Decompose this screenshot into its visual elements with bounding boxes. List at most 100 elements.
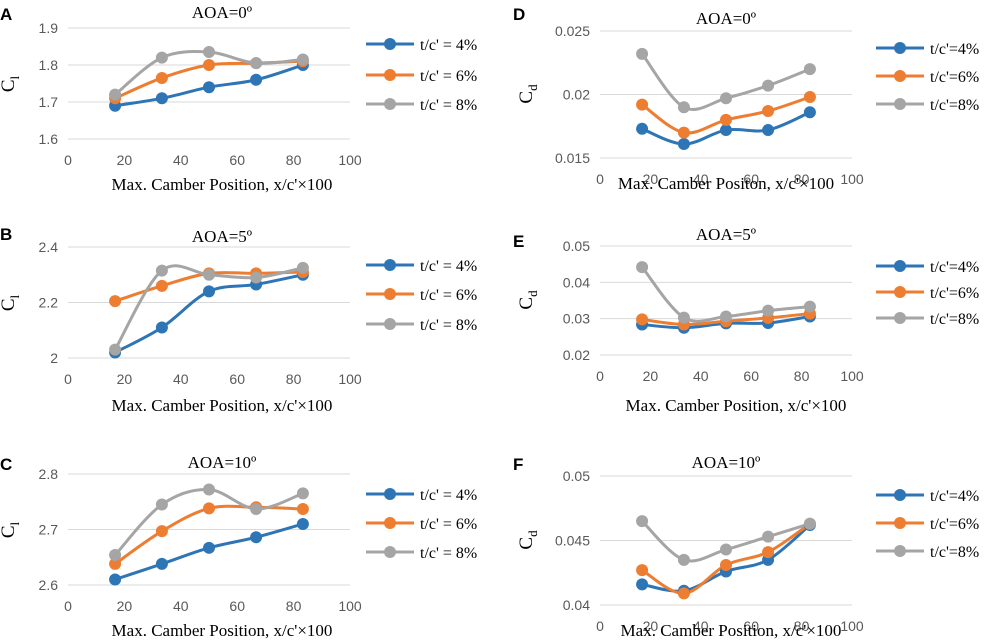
y-tick-label: 1.6: [39, 131, 59, 147]
y-axis-label: Cd: [516, 84, 540, 104]
data-point: [636, 564, 649, 577]
data-point: [155, 51, 168, 64]
data-point: [296, 487, 309, 500]
chart-title: AOA=5º: [192, 227, 252, 246]
data-point: [109, 573, 122, 586]
data-point: [720, 113, 732, 126]
legend-marker: [384, 98, 396, 110]
x-tick-label: 60: [743, 171, 759, 187]
chart-panel-e: E AOA=5º 0.02 0.03 0.04 0.05 0 20 40 60 80 100 Max. …: [513, 225, 979, 415]
y-tick-label: 2.2: [39, 295, 59, 311]
data-point: [296, 517, 309, 530]
chart-title: AOA=5º: [696, 225, 756, 244]
legend-marker: [384, 488, 396, 500]
y-axis-label: Cd: [516, 530, 540, 550]
x-tick-label: 40: [693, 171, 709, 187]
data-point: [250, 502, 263, 515]
y-tick-label: 2.7: [39, 522, 59, 538]
x-tick-label: 40: [173, 152, 189, 168]
data-point: [296, 53, 309, 66]
chart-title: AOA=10º: [692, 453, 761, 472]
data-point: [250, 73, 263, 86]
x-tick-label: 40: [173, 371, 189, 387]
y-axis-label: Cl: [0, 521, 22, 538]
y-tick-label: 0.045: [555, 533, 590, 549]
y-tick-label: 2.4: [39, 239, 59, 255]
data-point: [720, 124, 732, 137]
data-point: [762, 124, 775, 137]
data-point: [203, 285, 215, 298]
legend-label: t/c' = 6%: [420, 68, 477, 85]
x-tick-label: 100: [338, 152, 362, 168]
data-point: [109, 88, 122, 101]
x-tick-label: 100: [840, 171, 864, 187]
x-axis-label: Max. Camber Position, x/c'×100: [112, 396, 333, 415]
legend-marker: [384, 259, 396, 271]
panel-letter: E: [513, 232, 524, 251]
y-tick-label: 2: [50, 350, 58, 366]
x-tick-label: 20: [643, 368, 659, 384]
x-axis-label: Max. Camber Position, x/c'×100: [112, 621, 333, 640]
x-tick-label: 20: [643, 618, 659, 634]
y-tick-label: 0.03: [563, 311, 590, 327]
panel-letter: D: [513, 5, 525, 24]
legend-marker: [384, 69, 396, 81]
legend-label: t/c' = 8%: [420, 97, 477, 114]
x-tick-label: 60: [743, 368, 759, 384]
x-tick-label: 80: [794, 368, 810, 384]
data-point: [636, 122, 649, 135]
y-axis-label: Cd: [516, 290, 540, 310]
x-tick-label: 60: [743, 618, 759, 634]
x-tick-label: 0: [596, 368, 604, 384]
x-tick-label: 80: [794, 171, 810, 187]
y-tick-label: 0.05: [563, 238, 590, 254]
data-point: [203, 483, 215, 496]
x-tick-label: 80: [286, 598, 302, 614]
panel-letter: F: [513, 455, 523, 474]
legend-marker: [894, 70, 906, 82]
data-point: [762, 304, 775, 317]
x-tick-label: 40: [173, 598, 189, 614]
panel-letter: A: [0, 5, 12, 24]
data-point: [677, 553, 690, 566]
y-axis-label: Cl: [0, 294, 22, 311]
x-tick-label: 0: [64, 152, 72, 168]
legend-label: t/c'=4%: [930, 41, 979, 58]
data-point: [762, 546, 775, 559]
legend-label: t/c' = 4%: [420, 258, 477, 275]
x-tick-label: 80: [286, 371, 302, 387]
y-tick-label: 1.9: [39, 20, 59, 36]
x-tick-label: 40: [693, 618, 709, 634]
data-point: [677, 311, 690, 324]
data-point: [203, 502, 215, 515]
data-point: [109, 343, 122, 356]
x-tick-label: 60: [229, 371, 245, 387]
data-point: [677, 101, 690, 114]
legend-label: t/c' = 8%: [420, 545, 477, 562]
legend-label: t/c'=6%: [930, 69, 979, 86]
data-point: [762, 530, 775, 543]
y-axis-label: Cl: [0, 75, 22, 92]
data-point: [803, 63, 816, 76]
x-tick-label: 20: [117, 152, 133, 168]
x-tick-label: 40: [693, 368, 709, 384]
series-line: [640, 523, 812, 593]
legend-label: t/c' = 6%: [420, 287, 477, 304]
legend-marker: [894, 286, 906, 298]
x-tick-label: 0: [64, 371, 72, 387]
legend-marker: [894, 260, 906, 272]
legend-marker: [384, 38, 396, 50]
x-axis-label: Max. Camber Position, x/c'×100: [621, 621, 842, 640]
data-point: [636, 47, 649, 60]
data-point: [155, 264, 168, 277]
y-tick-label: 0.015: [555, 150, 590, 166]
y-tick-label: 2.6: [39, 577, 59, 593]
data-point: [203, 46, 215, 59]
data-point: [636, 313, 649, 326]
x-tick-label: 0: [596, 618, 604, 634]
legend-label: t/c'=8%: [930, 97, 979, 114]
x-axis-label: Max. Camber Position, x/c'×100: [626, 396, 847, 415]
legend-marker: [384, 546, 396, 558]
